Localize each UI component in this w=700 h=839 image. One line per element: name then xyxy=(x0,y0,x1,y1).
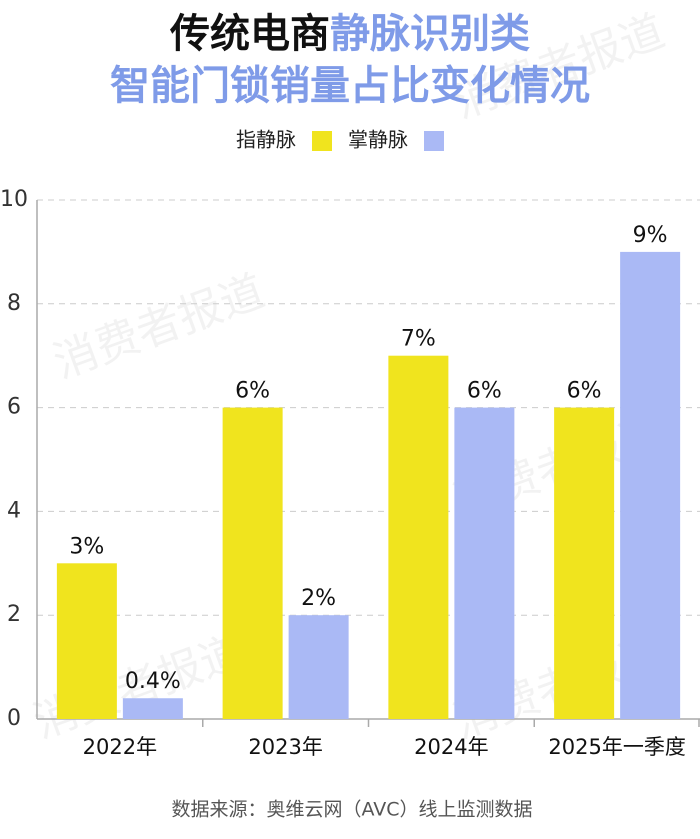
x-tick-label: 2022年 xyxy=(83,735,157,759)
data-label: 6% xyxy=(467,379,502,404)
x-tick-label: 2025年一季度 xyxy=(548,735,685,759)
data-label: 3% xyxy=(69,534,104,559)
bar xyxy=(620,251,681,719)
legend-label: 掌静脉 xyxy=(348,128,408,152)
data-label: 0.4% xyxy=(125,669,181,694)
title-segment: 智能门锁销量占比变化情况 xyxy=(110,63,590,109)
chart-title: 传统电商静脉识别类 xyxy=(169,11,530,57)
y-tick-label: 0 xyxy=(7,706,21,731)
legend-label: 指静脉 xyxy=(236,128,296,152)
y-tick-label: 8 xyxy=(7,291,21,316)
x-tick-label: 2023年 xyxy=(248,735,322,759)
legend-swatch xyxy=(424,131,444,151)
data-label: 9% xyxy=(633,223,668,248)
y-tick-label: 6 xyxy=(7,395,21,420)
data-label: 2% xyxy=(301,586,336,611)
y-tick-label: 10 xyxy=(0,187,28,212)
chart-title: 智能门锁销量占比变化情况 xyxy=(110,63,590,109)
bar xyxy=(554,407,615,719)
title-segment: 静脉识别类 xyxy=(330,11,530,57)
bar xyxy=(222,407,283,719)
source-note: 数据来源：奥维云网（AVC）线上监测数据 xyxy=(171,799,532,821)
data-label: 6% xyxy=(567,379,602,404)
bar xyxy=(388,355,449,719)
legend-swatch xyxy=(312,131,332,151)
data-label: 7% xyxy=(401,327,436,352)
x-tick-label: 2024年 xyxy=(414,735,488,759)
bar xyxy=(288,615,349,719)
bar xyxy=(454,407,515,719)
y-tick-label: 2 xyxy=(7,602,21,627)
y-tick-label: 4 xyxy=(7,498,21,523)
title-segment: 传统电商 xyxy=(169,11,330,57)
bar xyxy=(56,563,117,719)
data-label: 6% xyxy=(235,379,270,404)
bar xyxy=(122,698,183,719)
